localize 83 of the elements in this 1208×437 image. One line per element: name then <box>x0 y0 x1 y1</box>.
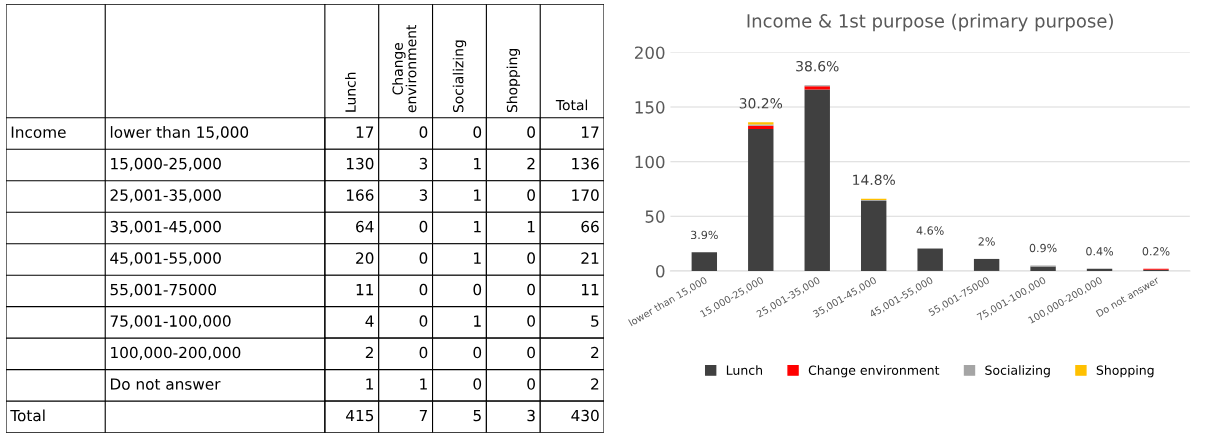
data-label: 166 <box>346 189 374 201</box>
data-label: 415 <box>346 409 374 422</box>
data-label: 0 <box>527 283 535 296</box>
annotation: 38.6% <box>796 60 839 72</box>
data-label: 0 <box>527 378 535 390</box>
x-tick-label: Total <box>555 99 588 111</box>
data-label: 7 <box>419 409 427 422</box>
data-label: 0 <box>527 346 535 359</box>
y-tick-label: 200 <box>634 46 665 60</box>
annotation: 0.4% <box>1086 247 1114 256</box>
data-label: 1 <box>420 378 427 390</box>
annotation: 0.2% <box>1142 247 1170 256</box>
chart-title: Income & 1st purpose (primary purpose) <box>747 13 1113 32</box>
data-label: 0 <box>473 378 482 390</box>
data-label: 20 <box>356 252 374 264</box>
data-label: 1 <box>474 252 481 264</box>
data-label: 17 <box>581 126 599 138</box>
data-label: 136 <box>572 157 599 170</box>
legend-label: Shopping <box>1096 365 1154 378</box>
x-tick-label: Socializing <box>452 40 467 113</box>
y-tick-label: 0 <box>656 264 665 278</box>
data-label: 1 <box>474 158 481 170</box>
data-label: 2 <box>527 157 535 170</box>
x-tick-label: Change environment <box>392 24 417 113</box>
y-tick-label: 100 <box>635 155 665 169</box>
data-label: 3 <box>419 157 428 170</box>
y-tick-label: 35,001-45,000 <box>110 220 221 234</box>
data-label: 0 <box>419 252 428 264</box>
data-label: 1 <box>474 315 481 327</box>
data-label: 430 <box>571 409 599 422</box>
legend-label: Lunch <box>726 365 763 375</box>
data-label: 0 <box>419 220 428 233</box>
x-tick-label: Lunch <box>345 72 356 112</box>
y-tick-label: 15,000-25,000 <box>111 157 221 171</box>
data-label: 66 <box>581 220 599 233</box>
data-label: 1 <box>474 221 481 233</box>
data-label: 0 <box>419 283 428 296</box>
y-tick-label: 150 <box>635 101 665 114</box>
data-label: 21 <box>581 252 599 264</box>
annotation: 4.6% <box>916 226 944 235</box>
data-label: 0 <box>527 126 535 138</box>
data-label: 17 <box>356 126 374 138</box>
data-label: 2 <box>591 346 599 359</box>
y-tick-label: 50 <box>645 210 665 223</box>
annotation: 30.2% <box>739 98 783 109</box>
data-label: 3 <box>527 409 535 422</box>
data-label: 5 <box>473 409 481 422</box>
annotation: 2% <box>978 237 995 246</box>
data-label: 0 <box>473 346 482 359</box>
data-label: 2 <box>591 378 599 390</box>
annotation: 0.9% <box>1029 243 1057 253</box>
data-label: 130 <box>346 157 374 170</box>
y-tick-label: 100,000-200,000 <box>111 346 241 360</box>
data-label: 2 <box>365 346 373 359</box>
y-tick-label: lower than 15,000 <box>110 126 249 140</box>
legend-label: Socializing <box>985 365 1050 378</box>
data-label: 0 <box>419 315 428 327</box>
y2-tick-label: Income <box>11 126 66 138</box>
legend-label: Change environment <box>808 365 940 378</box>
y2-tick-label: Total <box>10 409 45 422</box>
y-tick-label: 25,001-35,000 <box>110 189 221 203</box>
data-label: 0 <box>527 252 535 264</box>
data-label: 3 <box>419 189 428 201</box>
data-label: 0 <box>527 189 535 201</box>
data-label: 1 <box>474 189 481 201</box>
data-label: 5 <box>591 315 599 327</box>
data-label: 64 <box>356 220 374 233</box>
data-label: 170 <box>572 189 599 201</box>
data-label: 0 <box>473 283 482 296</box>
data-label: 11 <box>356 284 374 296</box>
data-label: 4 <box>365 315 374 327</box>
data-label: 0 <box>473 126 482 138</box>
annotation: 14.8% <box>853 174 895 186</box>
y-tick-label: Do not answer <box>110 378 221 390</box>
data-label: 1 <box>366 378 374 390</box>
data-label: 11 <box>581 284 599 296</box>
x-tick-label: Shopping <box>506 49 521 113</box>
data-label: 0 <box>527 315 535 327</box>
annotation: 3.9% <box>691 230 718 240</box>
data-label: 0 <box>419 126 428 138</box>
data-label: 0 <box>419 346 428 359</box>
data-label: 1 <box>527 221 535 233</box>
y-tick-label: 45,001-55,000 <box>110 252 221 266</box>
